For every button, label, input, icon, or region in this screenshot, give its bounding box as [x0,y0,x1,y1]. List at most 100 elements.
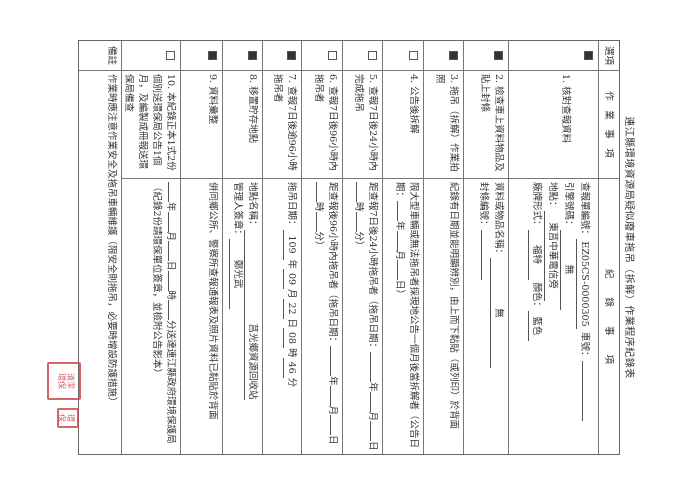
official-seal-large: 清潔 環保 [47,362,81,400]
label: 車號： [579,332,590,361]
tow-minute: 46 [283,357,298,378]
unit: 分） [353,231,364,251]
label: 拖吊日期： [286,182,297,230]
table-row: 6. 查報7日後96小時內拖吊者 距查報後96小時內拖吊者（拖吊日期： 年月日 時分… [302,41,343,454]
label: 查報單編號： [579,182,590,240]
remark-row: 備註 作業時應注意作業安全及拖吊車輛維護（限安全則拖吊，必要時增設防護措施） [79,41,122,454]
label: 封條編號： [478,182,489,230]
header-record: 紀 錄 事 項 [603,268,614,364]
record-text: 紀錄有日期並能明顯辨別，由上而下黏貼（或列印）於背面 [448,182,459,430]
tow-hour: 08 [283,328,298,349]
unit: 日 [327,435,338,445]
label: 廠牌形式： [531,182,542,230]
remark-label: 備註 [79,41,121,71]
record-cell: 年月日時分送達連江縣政府環境保護局 （紀錄2份請環保單位簽章，並檢附公告影本） [122,179,180,454]
table-row: 7. 查報7日後逾96小時拖吊者 拖吊日期：109年09月22日08時46分 [263,41,302,454]
task-label: 1. 核對查報資料 [509,71,598,179]
table-row: 10. 本紀錄正本1式2份個別送環保局公告1個月，及編製成冊報送環保局備查 年月… [122,41,181,454]
table-row: 8. 移置貯存地點 地點名稱：莒光鄉資源回收站 管理人簽章：鄭光武 [223,41,263,454]
official-seal-small: 環保 [57,408,79,428]
table-row: 1. 核對查報資料 查報單編號：EZ05CS-0000305 車號： 引擎號碼：… [509,41,599,454]
unit: 時 [165,290,176,301]
unit: 日） [394,280,405,300]
label: 顏色： [531,282,542,312]
unit: 月 [165,231,176,242]
task-label: 8. 移置貯存地點 [223,71,262,179]
unit: 日 [367,441,378,451]
task-label: 4. 公告後拆解 [383,71,423,179]
checkbox[interactable] [328,51,337,60]
record-cell: 距查報後96小時內拖吊者（拖吊日期： 年月日 時分） [302,179,342,454]
table-row: 2. 檢查車上資料物品及貼上封條 資料或物品名稱：無 封條編號： [464,41,509,454]
label: 地點： [547,182,558,211]
unit: 分） [313,231,324,251]
location: 東莒中華電信旁 [544,210,560,301]
table-row: 5. 查報7日後24小時內完成拖吊 距查報7日後24小時拖吊者（拖吊日期： 年月日… [343,41,383,454]
record-note: （紀錄2份請環保單位簽章，並檢附公告影本） [151,182,162,379]
unit: 年 [286,259,297,270]
report-number: EZ05CS-0000305 [576,239,592,330]
items-name: 無 [490,258,505,369]
record-cell: 查報單編號：EZ05CS-0000305 車號： 引擎號碼：無 地點：東莒中華電… [509,179,598,454]
unit: 日 [165,261,176,271]
color: 藍色 [528,311,544,342]
record-cell: 距查報7日後24小時拖吊者（拖吊日期： 年月日 時分） [343,179,382,454]
checkbox[interactable] [208,51,217,60]
checkbox[interactable] [287,51,296,60]
table-row: 9. 資料彙整 併同鄉公所、警察所查報通報表及照片資料已黏貼於背面 [181,41,223,454]
tow-year: 109 [283,229,298,260]
seal-number [481,229,482,280]
table-header: 選項 作 業 事 項 紀 錄 事 項 [599,41,619,454]
label: 引擎號碼： [563,182,574,230]
record-table: 選項 作 業 事 項 紀 錄 事 項 1. 核對查報資料 查報單編號：EZ05C… [78,40,620,455]
tow-month: 09 [283,269,298,290]
unit: 年 [327,376,338,386]
record-cell: 資料或物品名稱：無 封條編號： [464,179,508,454]
table-row: 4. 公告後拆解 限大型車輛或無法拖吊者採現地公告一個月後當拆解者（公告日期：年… [383,41,424,454]
label: 資料或物品名稱： [493,182,504,259]
unit: 時 [286,348,297,358]
manager-signature: 鄭光武 [229,239,244,310]
task-label: 2. 檢查車上資料物品及貼上封條 [464,71,508,179]
unit: 日 [286,318,297,329]
unit: 月 [367,411,378,422]
checkbox[interactable] [166,51,175,60]
checkbox[interactable] [248,51,257,60]
unit: 年 [367,382,378,392]
unit: 月 [327,405,338,416]
unit: 時 [313,202,324,212]
unit: 月 [394,250,405,261]
unit: 年 [165,202,176,212]
header-option: 選項 [599,41,619,71]
tow-day: 22 [283,298,298,319]
record-text: 分送達連江縣政府環境保護局 [165,320,176,444]
checkbox[interactable] [584,51,593,60]
brand: 福特 [528,229,544,280]
checkbox[interactable] [449,51,458,60]
task-label: 6. 查報7日後96小時內拖吊者 [302,71,342,179]
checkbox[interactable] [494,51,503,60]
label: 管理人簽章： [232,182,243,240]
record-text: 併同鄉公所、警察所查報通報表及照片資料已黏貼於背面 [207,182,218,420]
remark-text: 作業時應注意作業安全及拖吊車輛維護（限安全則拖吊，必要時增設防護措施） [106,74,117,407]
plate-number [582,360,583,421]
checkbox[interactable] [409,51,418,60]
storage-place: 莒光鄉資源回收站 [244,229,259,400]
checkbox[interactable] [368,51,377,60]
record-cell: 拖吊日期：109年09月22日08時46分 [263,179,301,454]
form-title: 連江縣環境資源局疑似廢車拖吊（拆解）作業程序紀錄表 [623,116,634,379]
record-cell: 限大型車輛或無法拖吊者採現地公告一個月後當拆解者（公告日期：年月日） [383,179,423,454]
label: 地點名稱： [247,182,258,230]
engine-number: 無 [560,229,576,310]
record-text: 距查報後96小時內拖吊者（拖吊日期： [327,182,338,347]
task-label: 3. 拖吊（拆解）作業拍照 [424,71,463,179]
task-label: 5. 查報7日後24小時內完成拖吊 [343,71,382,179]
header-task: 作 業 事 項 [599,71,619,179]
record-text: 距查報7日後24小時拖吊者（拖吊日期： [367,182,378,353]
unit: 分 [286,377,297,388]
unit: 時 [353,202,364,212]
task-label: 9. 資料彙整 [181,71,222,179]
unit: 年 [394,221,405,231]
task-label: 10. 本紀錄正本1式2份個別送環保局公告1個月，及編製成冊報送環保局備查 [122,71,180,179]
